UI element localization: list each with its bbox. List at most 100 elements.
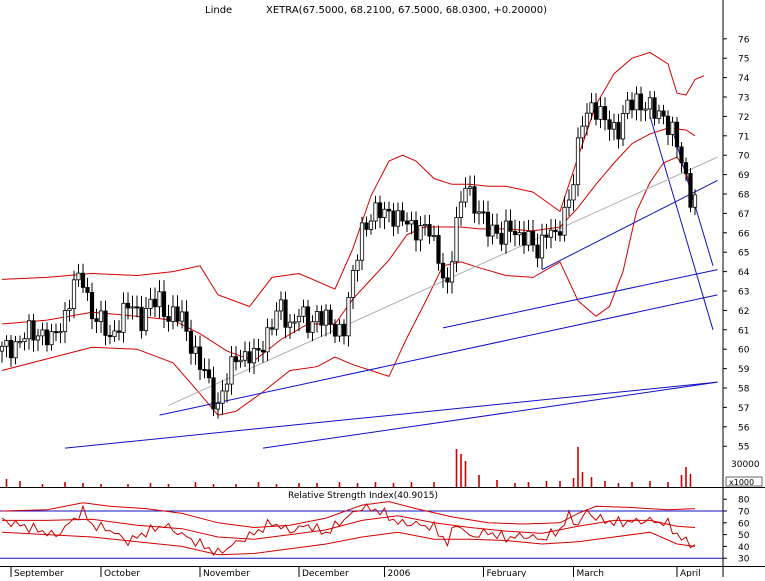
candle-body [539, 234, 545, 259]
candle-body [679, 146, 684, 164]
candle-body [157, 291, 162, 308]
volume-bar [257, 482, 260, 487]
chart-quote: XETRA(67.5000, 68.2100, 67.5000, 68.0300… [266, 5, 547, 16]
candle-body [629, 99, 635, 111]
candle-body [625, 99, 630, 114]
candlesticks [0, 86, 698, 419]
candle-body [8, 339, 14, 359]
volume-bar [19, 481, 21, 487]
month-label: March [577, 569, 604, 577]
volume-bar [680, 475, 683, 487]
volume-bar [64, 482, 66, 487]
candle-body [445, 277, 450, 283]
candle-body [40, 329, 45, 337]
candle-body [305, 306, 311, 333]
rsi-tick-label: 50 [738, 531, 750, 541]
candle-body [49, 331, 54, 346]
volume-bar [392, 483, 395, 487]
candle-body [485, 211, 491, 237]
volume-bar [167, 484, 170, 487]
volume-bar [127, 484, 129, 487]
volume-unit-box [725, 476, 763, 487]
candle-body [382, 208, 387, 219]
candle-body [107, 334, 113, 338]
candle-body [521, 232, 527, 246]
volume-tick-label: 30000 [731, 460, 760, 470]
candle-body [328, 309, 333, 325]
candle-body [427, 224, 432, 237]
volume-bar [604, 481, 606, 487]
price-tick-label: 59 [738, 365, 750, 375]
candle-body [332, 324, 338, 337]
candle-body [395, 210, 401, 227]
month-label: October [104, 569, 140, 577]
candle-body [386, 208, 392, 212]
candle-body [166, 316, 171, 322]
candle-body [436, 235, 441, 264]
candle-body [544, 234, 549, 238]
candle-body [458, 201, 464, 218]
volume-bar [235, 484, 237, 487]
volume-bar [100, 484, 102, 487]
price-axis-ticks: 76 75 74 73 72 71 70 69 68 67 66 65 64 63 62 61 60 59 58 57… [723, 35, 750, 453]
candle-body [535, 244, 540, 259]
candle-body [4, 339, 9, 347]
price-tick-label: 58 [738, 385, 750, 395]
candle-body [292, 321, 297, 324]
rsi-tick-label: 70 [738, 508, 750, 518]
candle-body [287, 321, 293, 328]
candle-body [220, 390, 225, 404]
month-label: February [487, 569, 528, 577]
candle-body [674, 121, 680, 148]
candle-body [256, 348, 261, 351]
candle-body [391, 210, 396, 227]
candle-body [472, 186, 477, 214]
candle-body [251, 348, 257, 364]
volume-bar [410, 482, 413, 487]
candle-body [548, 229, 554, 238]
candle-body [584, 112, 590, 127]
price-tick-label: 69 [738, 171, 750, 181]
candle-body [377, 202, 383, 219]
volume-bar [581, 472, 584, 487]
candle-body [580, 125, 585, 139]
month-label: December [302, 569, 349, 577]
rsi-band-lower [1, 531, 696, 556]
candle-body [148, 298, 153, 309]
volume-bars [5, 447, 692, 487]
price-tick-label: 70 [738, 152, 750, 162]
candle-body [355, 259, 360, 271]
candle-body [71, 279, 77, 310]
candle-body [89, 292, 95, 320]
candle-body [526, 230, 531, 246]
candle-body [238, 359, 243, 363]
candle-body [319, 311, 324, 326]
volume-bar [460, 454, 462, 487]
candle-body [368, 220, 374, 230]
candle-body [557, 231, 563, 236]
candle-body [98, 310, 104, 322]
candle-body [350, 270, 356, 298]
month-axis: September October November December 2006 Febr… [10, 566, 701, 579]
candle-body [211, 377, 216, 410]
bollinger-lower-line [1, 156, 696, 416]
volume-bar [689, 474, 692, 487]
trendline-support [64, 381, 718, 449]
volume-bar [685, 467, 687, 487]
candle-body [80, 272, 86, 288]
candle-body [229, 356, 234, 385]
price-tick-label: 64 [738, 268, 750, 278]
candle-body [463, 187, 468, 203]
price-tick-label: 63 [738, 288, 749, 298]
price-tick-label: 74 [738, 74, 750, 84]
candle-body [116, 330, 122, 333]
candle-body [193, 346, 198, 354]
candle-body [643, 108, 648, 111]
candle-body [400, 210, 405, 222]
trendline-support [262, 381, 718, 449]
candle-body [134, 306, 140, 309]
price-tick-label: 73 [738, 94, 749, 104]
candle-body [94, 318, 99, 322]
candle-body [359, 222, 365, 261]
